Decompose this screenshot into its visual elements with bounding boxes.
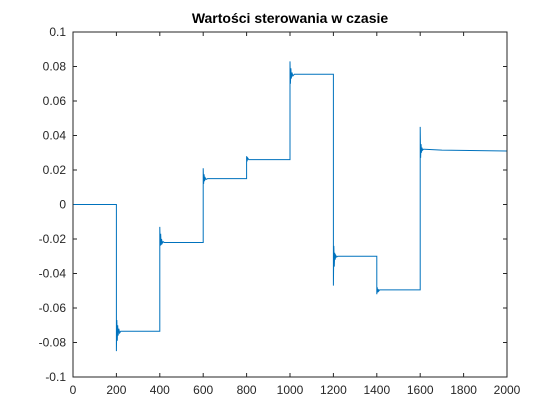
y-tick-label: 0.06 bbox=[43, 94, 67, 108]
x-tick-label: 1400 bbox=[363, 383, 390, 397]
x-tick-label: 1200 bbox=[320, 383, 347, 397]
y-tick-label: -0.04 bbox=[39, 267, 67, 281]
y-tick-label: -0.06 bbox=[39, 301, 67, 315]
y-tick-label: -0.02 bbox=[39, 232, 67, 246]
tick-labels: 0 200 400 600 800 1000 1200 1400 1600 1800 2000 -0.… bbox=[39, 25, 521, 397]
x-tick-label: 1600 bbox=[407, 383, 434, 397]
y-tick-label: 0.1 bbox=[49, 25, 66, 39]
y-tick-label: -0.1 bbox=[45, 370, 66, 384]
y-tick-label: 0.02 bbox=[43, 163, 67, 177]
y-tick-label: 0.08 bbox=[43, 60, 67, 74]
chart-title: Wartości sterowania w czasie bbox=[192, 10, 389, 26]
x-tick-label: 1800 bbox=[450, 383, 477, 397]
y-tick-label: 0 bbox=[59, 198, 66, 212]
x-tick-label: 800 bbox=[237, 383, 257, 397]
x-tick-label: 0 bbox=[70, 383, 77, 397]
series-line bbox=[73, 61, 508, 352]
x-tick-label: 600 bbox=[193, 383, 213, 397]
x-tick-label: 400 bbox=[150, 383, 170, 397]
y-tick-label: -0.08 bbox=[39, 336, 67, 350]
y-tick-label: 0.04 bbox=[43, 129, 67, 143]
x-tick-label: 2000 bbox=[494, 383, 521, 397]
plot-box bbox=[72, 31, 508, 378]
x-tick-label: 200 bbox=[106, 383, 126, 397]
x-tick-label: 1000 bbox=[277, 383, 304, 397]
